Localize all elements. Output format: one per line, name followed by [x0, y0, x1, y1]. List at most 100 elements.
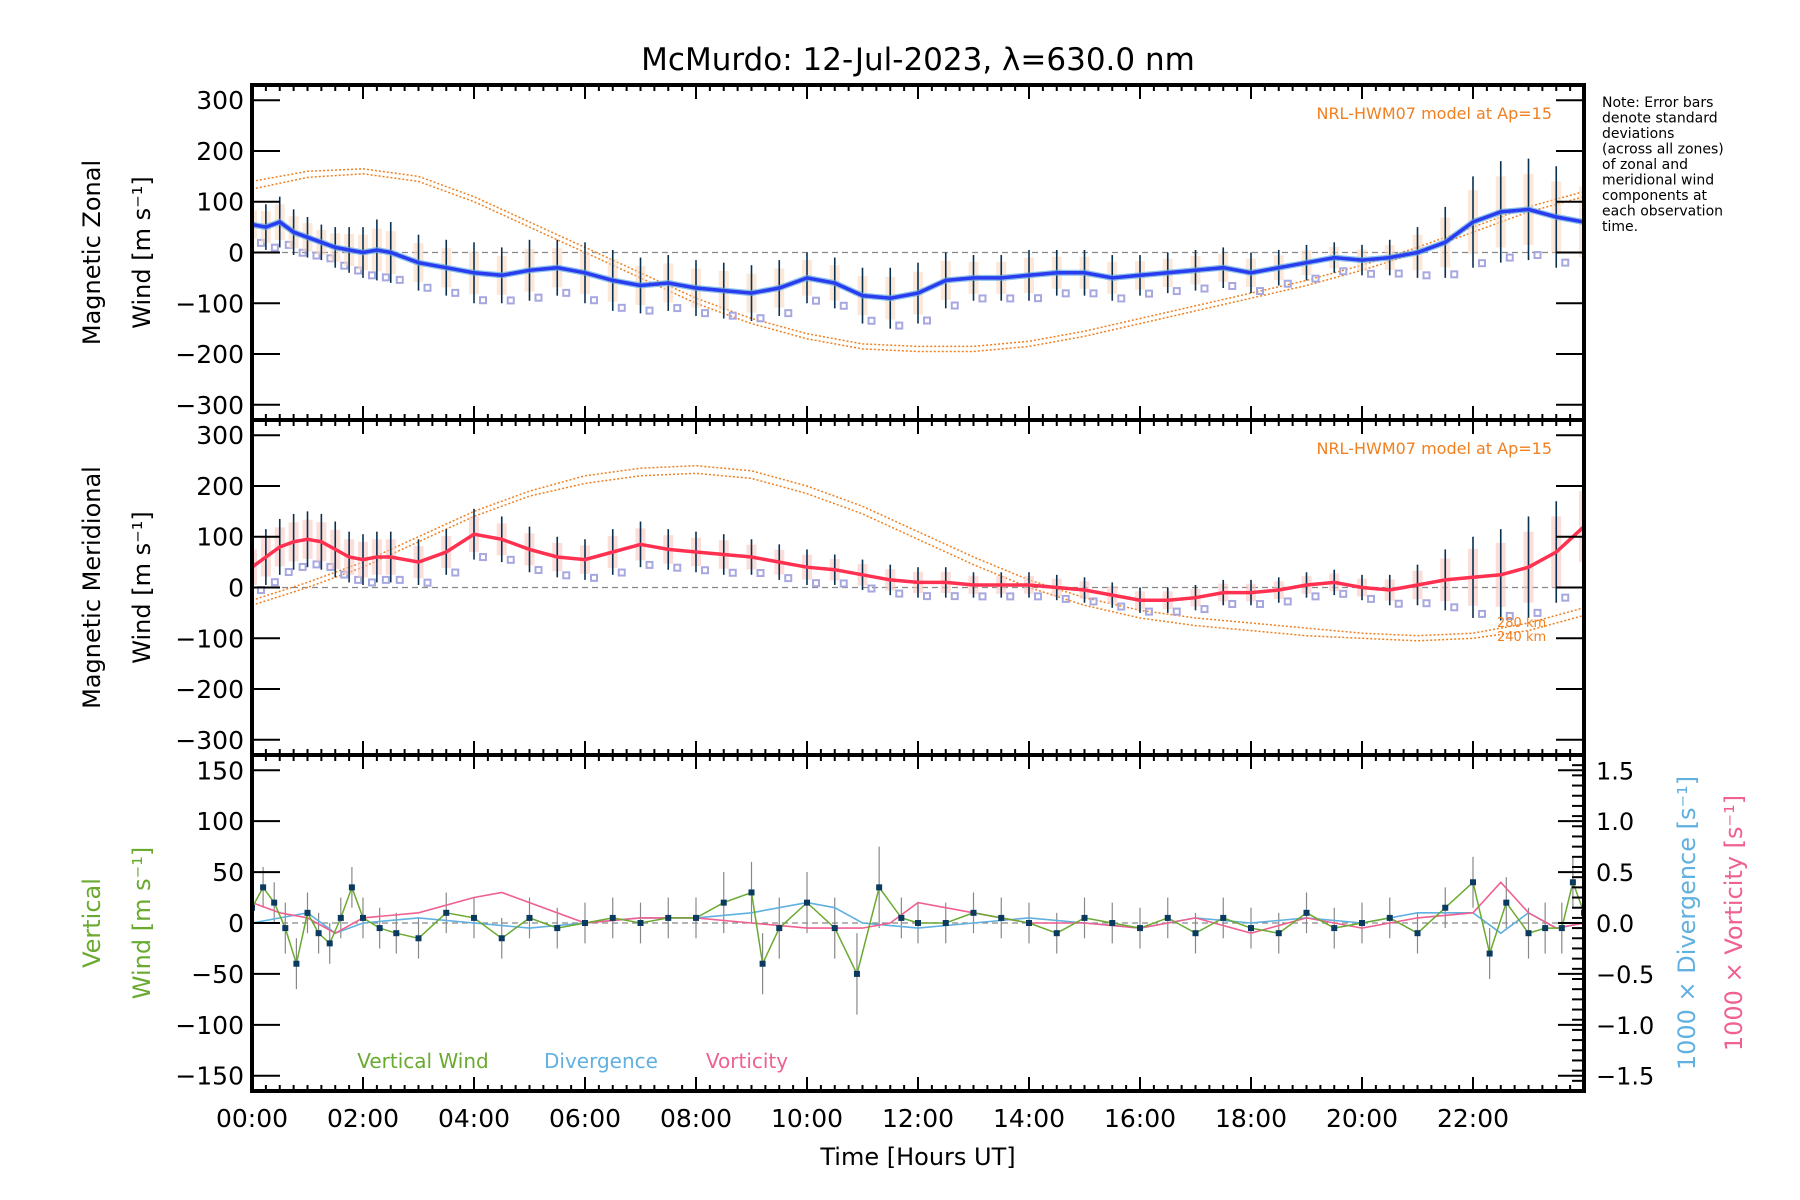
zone-point	[673, 563, 682, 572]
vertical-wind-point	[293, 960, 300, 967]
x-tick-label: 10:00	[771, 1104, 843, 1133]
y-tick-label: 50	[212, 858, 244, 887]
legend-item-vertical-wind: Vertical Wind	[357, 1049, 488, 1073]
divergence-axis-label: 1000 × Divergence [s⁻¹]	[1673, 776, 1701, 1070]
y2-tick-label: 1.0	[1596, 808, 1634, 836]
plot-area-zonal	[252, 158, 1596, 353]
zone-point	[1311, 592, 1320, 601]
legend-item-divergence: Divergence	[544, 1049, 658, 1073]
zone-point	[1590, 569, 1596, 575]
x-tick-label: 06:00	[549, 1104, 621, 1133]
zone-point	[1367, 269, 1375, 278]
vertical-wind-point	[776, 925, 783, 932]
y-tick-label: −300	[175, 726, 244, 755]
y-axis-label-units-zonal: Wind [m s⁻¹]	[128, 176, 156, 328]
note-line: Note: Error bars	[1602, 95, 1713, 111]
x-tick-label: 18:00	[1215, 1104, 1287, 1133]
zone-point	[978, 294, 987, 303]
note-line: of zonal and	[1602, 157, 1688, 173]
x-tick-label: 04:00	[438, 1104, 510, 1133]
y-tick-label: 200	[196, 137, 244, 166]
vertical-wind-point	[693, 914, 699, 921]
y-tick-label: −100	[175, 289, 244, 318]
zone-point	[395, 575, 404, 584]
vertical-wind-point	[1442, 904, 1449, 911]
zone-point	[1505, 253, 1514, 262]
vertical-wind-point	[915, 920, 921, 926]
y-tick-label: 100	[196, 188, 244, 217]
y-axis-label-zonal: Magnetic Zonal	[78, 160, 106, 345]
zone-point	[451, 288, 460, 297]
vertical-wind-point	[526, 914, 533, 921]
y-tick-label: −100	[175, 1011, 244, 1040]
zone-point	[1505, 611, 1514, 620]
vertical-wind-point	[1470, 879, 1476, 886]
y2-tick-label: 0.5	[1596, 859, 1634, 887]
zone-point	[1533, 608, 1542, 617]
zone-point	[270, 578, 279, 587]
zone-point	[1145, 607, 1153, 616]
zone-point	[298, 562, 307, 571]
note-line: denote standard	[1602, 111, 1718, 127]
divergence-line	[252, 901, 1584, 935]
zone-point	[701, 309, 709, 318]
model-label: NRL-HWM07 model at Ap=15	[1316, 104, 1552, 123]
model-height-label-240: 240 km	[1497, 630, 1546, 645]
zone-point	[1561, 258, 1570, 267]
note-line: time.	[1602, 219, 1638, 235]
vertical-wind-point	[326, 940, 333, 947]
legend-item-vorticity: Vorticity	[706, 1049, 788, 1073]
y-tick-label: −150	[175, 1062, 244, 1091]
y-tick-label: 100	[196, 523, 244, 552]
vertical-wind-point	[443, 909, 450, 916]
x-axis-label: Time [Hours UT]	[819, 1143, 1015, 1171]
vertical-wind-point	[376, 925, 383, 932]
zone-point	[1200, 284, 1209, 293]
zone-point	[270, 243, 279, 252]
y-tick-label: −200	[175, 675, 244, 704]
zone-point	[1006, 294, 1015, 303]
zone-point	[784, 574, 793, 583]
note-line: meridional wind	[1602, 173, 1714, 189]
zone-point	[839, 301, 848, 310]
vertical-wind-point	[609, 914, 616, 921]
vorticity-axis-label: 1000 × Vorticity [s⁻¹]	[1720, 795, 1748, 1051]
vertical-wind-point	[415, 935, 422, 942]
vertical-wind-point	[498, 935, 505, 942]
vertical-wind-point	[1386, 914, 1393, 921]
vertical-wind-point	[1109, 920, 1116, 926]
zone-point	[506, 555, 515, 564]
vertical-wind-point	[1137, 925, 1143, 932]
zone-point	[812, 296, 820, 305]
zone-point	[1228, 599, 1237, 608]
note-line: (across all zones)	[1602, 142, 1724, 158]
zone-point	[1061, 289, 1070, 298]
zone-point	[645, 560, 654, 569]
vertical-wind-point	[637, 920, 644, 926]
vertical-wind-point	[1026, 920, 1032, 926]
zone-point	[1590, 265, 1596, 271]
zonal-wind-line	[252, 207, 1584, 300]
vertical-wind-point	[1569, 879, 1576, 886]
zone-point	[784, 309, 793, 318]
zone-point	[1089, 289, 1098, 298]
zone-point	[756, 569, 765, 578]
zone-point	[1117, 294, 1126, 303]
zone-point	[1394, 599, 1403, 608]
y2-tick-label: 1.5	[1596, 757, 1634, 785]
zone-point	[1394, 269, 1403, 278]
vertical-wind-point	[1359, 920, 1365, 926]
vertical-wind-point	[582, 920, 588, 926]
zone-point	[479, 296, 487, 305]
vertical-wind-point	[942, 920, 949, 926]
zone-point	[562, 288, 571, 297]
x-tick-label: 20:00	[1326, 1104, 1398, 1133]
vertical-wind-point	[970, 909, 977, 916]
zone-point	[1034, 592, 1042, 601]
plot-area-vertical	[252, 846, 1584, 1015]
y-tick-label: 200	[196, 472, 244, 501]
zone-point	[923, 592, 931, 601]
meridional-wind-line	[252, 525, 1584, 602]
y-tick-label: 300	[196, 421, 244, 450]
